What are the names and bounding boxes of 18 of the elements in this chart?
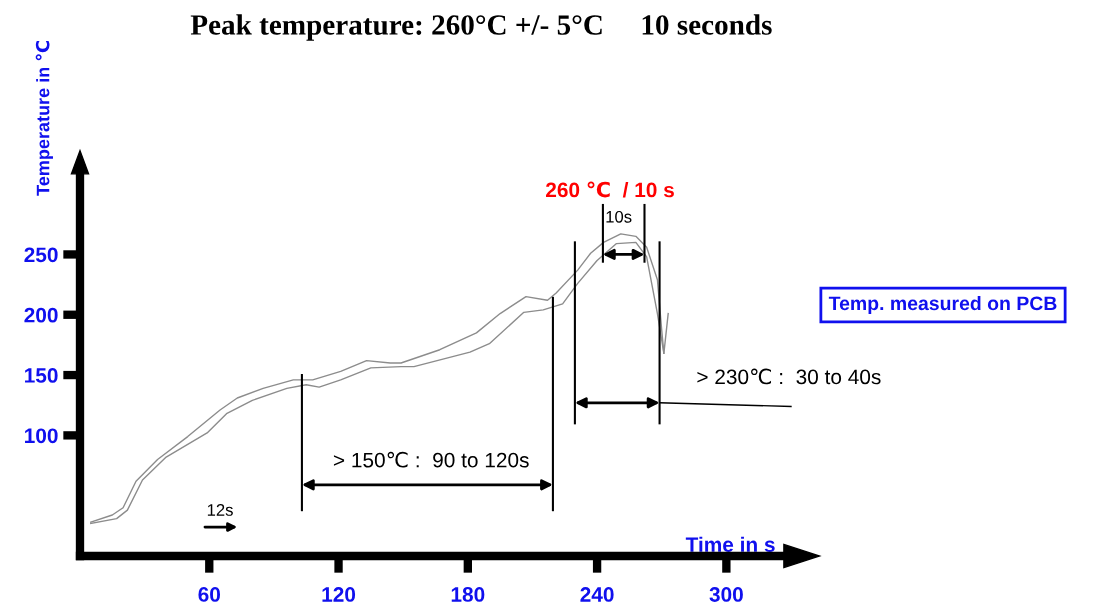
y-tick-label: 250 [24, 247, 58, 263]
annotation: 10s [606, 210, 632, 223]
annotation: > 150℃ : 90 to 120s [333, 451, 529, 468]
x-tick-label: 240 [580, 587, 614, 602]
x-tick-label: 180 [451, 587, 485, 602]
x-tick-label: 60 [198, 587, 221, 602]
chart-title: Peak temperature: 260°C +/- 5°C 10 seconds [190, 14, 772, 41]
x-tick-label: 300 [709, 587, 743, 602]
x-tick-label: 120 [322, 587, 356, 602]
x-axis-title: Time in s [685, 536, 775, 552]
y-axis-title: Temperature in ℃ [35, 41, 53, 196]
y-tick-label: 150 [25, 368, 58, 383]
y-tick-label: 100 [25, 428, 58, 444]
text: Temp. measured on PCB [828, 295, 1057, 315]
y-tick-label: 200 [24, 307, 58, 323]
annotation: 260 ℃ / 10 s [546, 181, 674, 198]
annotation: > 230℃ : 30 to 40s [697, 368, 881, 385]
annotation: 12s [207, 504, 233, 516]
